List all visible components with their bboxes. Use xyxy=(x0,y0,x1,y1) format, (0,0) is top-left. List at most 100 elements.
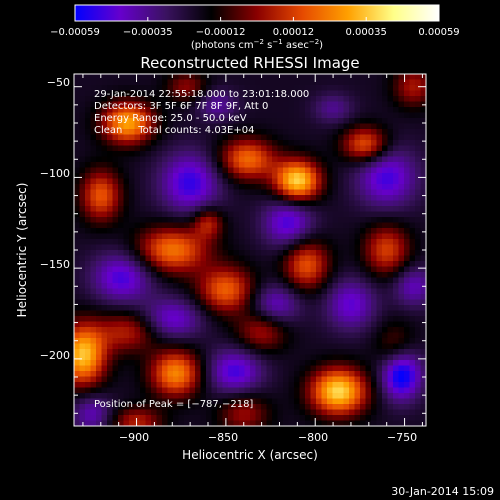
heatmap-cell xyxy=(299,354,306,361)
heatmap-cell xyxy=(85,184,91,190)
heatmap-cell xyxy=(123,310,130,317)
heatmap-cell xyxy=(211,420,218,426)
heatmap-cell xyxy=(184,277,190,284)
heatmap-cell xyxy=(118,420,124,426)
heatmap-cell xyxy=(371,74,377,80)
heatmap-cell xyxy=(415,316,421,322)
heatmap-cell xyxy=(327,233,333,240)
heatmap-cell xyxy=(173,178,179,185)
heatmap-cell xyxy=(189,79,196,86)
heatmap-cell xyxy=(382,206,388,212)
heatmap-cell xyxy=(85,310,91,317)
heatmap-cell xyxy=(184,90,190,97)
heatmap-cell xyxy=(349,371,355,377)
heatmap-cell xyxy=(90,151,97,157)
heatmap-cell xyxy=(299,376,306,383)
heatmap-cell xyxy=(305,404,311,410)
heatmap-cell xyxy=(140,90,146,97)
heatmap-cell xyxy=(277,244,284,251)
heatmap-cell xyxy=(371,327,377,333)
heatmap-cell xyxy=(261,189,267,196)
heatmap-cell xyxy=(134,398,141,405)
heatmap-cell xyxy=(195,387,201,394)
heatmap-cell xyxy=(96,107,102,113)
heatmap-cell xyxy=(156,354,163,361)
heatmap-cell xyxy=(398,349,405,355)
heatmap-cell xyxy=(217,211,223,218)
heatmap-cell xyxy=(321,239,328,245)
heatmap-cell xyxy=(96,244,102,251)
heatmap-cell xyxy=(140,112,146,119)
heatmap-cell xyxy=(101,233,108,240)
heatmap-cell xyxy=(189,415,196,421)
heatmap-cell xyxy=(376,382,383,388)
heatmap-cell xyxy=(96,327,102,333)
heatmap-cell xyxy=(382,332,388,339)
heatmap-cell xyxy=(244,90,251,97)
time-range-annotation: 29-Jan-2014 22:55:18.000 to 23:01:18.000 xyxy=(94,89,309,100)
heatmap-cell xyxy=(321,261,328,267)
heatmap-cell xyxy=(343,415,350,421)
heatmap-cell xyxy=(244,365,251,372)
heatmap-cell xyxy=(228,244,234,251)
heatmap-cell xyxy=(327,96,333,102)
heatmap-cell xyxy=(382,101,388,108)
heatmap-cell xyxy=(74,151,80,157)
heatmap-cell xyxy=(310,310,317,317)
heatmap-cell xyxy=(316,222,322,229)
heatmap-cell xyxy=(277,343,284,350)
heatmap-cell xyxy=(338,140,344,146)
heatmap-cell xyxy=(354,151,361,157)
heatmap-cell xyxy=(123,200,130,207)
heatmap-cell xyxy=(79,349,86,355)
heatmap-cell xyxy=(134,316,141,322)
heatmap-cell xyxy=(217,288,223,295)
heatmap-cell xyxy=(420,371,426,377)
heatmap-cell xyxy=(167,134,174,141)
heatmap-cell xyxy=(79,343,86,350)
heatmap-cell xyxy=(211,409,218,416)
heatmap-cell xyxy=(167,184,174,190)
heatmap-cell xyxy=(420,167,426,174)
heatmap-cell xyxy=(217,244,223,251)
heatmap-cell xyxy=(145,112,152,119)
heatmap-cell xyxy=(365,299,372,306)
heatmap-cell xyxy=(288,228,295,234)
heatmap-cell xyxy=(393,173,399,179)
heatmap-cell xyxy=(393,107,399,113)
heatmap-cell xyxy=(255,420,262,426)
heatmap-cell xyxy=(277,272,284,278)
heatmap-cell xyxy=(145,316,152,322)
heatmap-cell xyxy=(321,404,328,410)
heatmap-cell xyxy=(349,151,355,157)
heatmap-cell xyxy=(123,349,130,355)
heatmap-cell xyxy=(283,283,289,289)
heatmap-cell xyxy=(387,239,394,245)
heatmap-cell xyxy=(140,250,146,256)
heatmap-cell xyxy=(140,316,146,322)
heatmap-cell xyxy=(255,360,262,366)
heatmap-cell xyxy=(195,162,201,168)
heatmap-cell xyxy=(233,393,240,399)
heatmap-cell xyxy=(415,189,421,196)
heatmap-cell xyxy=(145,343,152,350)
heatmap-cell xyxy=(140,162,146,168)
heatmap-cell xyxy=(277,299,284,306)
heatmap-cell xyxy=(145,173,152,179)
heatmap-cell xyxy=(327,266,333,273)
heatmap-cell xyxy=(178,376,185,383)
heatmap-cell xyxy=(222,382,229,388)
heatmap-cell xyxy=(112,101,119,108)
heatmap-cell xyxy=(332,266,339,273)
heatmap-cell xyxy=(134,90,141,97)
heatmap-cell xyxy=(321,387,328,394)
heatmap-cell xyxy=(211,376,218,383)
heatmap-cell xyxy=(162,299,168,306)
heatmap-cell xyxy=(310,134,317,141)
heatmap-cell xyxy=(228,255,234,262)
heatmap-cell xyxy=(90,178,97,185)
heatmap-cell xyxy=(145,189,152,196)
heatmap-cell xyxy=(277,332,284,339)
heatmap-cell xyxy=(239,354,245,361)
